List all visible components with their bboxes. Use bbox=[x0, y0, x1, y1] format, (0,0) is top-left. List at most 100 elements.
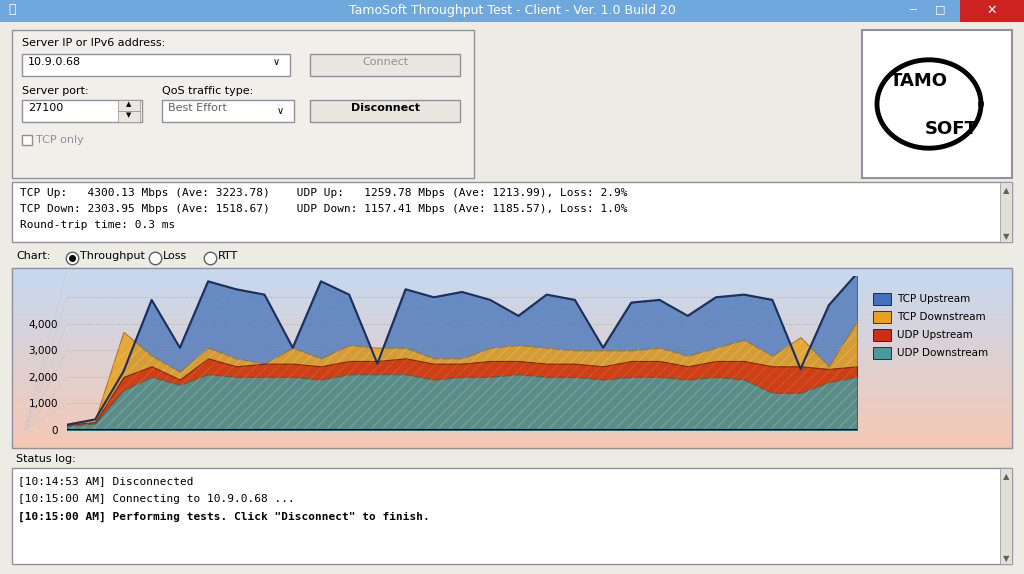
Bar bbox=[12, 391, 1012, 392]
Bar bbox=[12, 360, 1012, 361]
Bar bbox=[12, 439, 1012, 440]
Text: 10.9.0.68: 10.9.0.68 bbox=[28, 57, 81, 67]
Bar bbox=[873, 311, 891, 323]
Bar bbox=[310, 100, 460, 122]
Bar bbox=[12, 398, 1012, 399]
Bar bbox=[12, 324, 1012, 325]
Bar bbox=[12, 310, 1012, 311]
Bar bbox=[12, 295, 1012, 296]
Bar bbox=[12, 284, 1012, 285]
Bar bbox=[12, 346, 1012, 347]
Bar bbox=[12, 351, 1012, 352]
Bar bbox=[12, 373, 1012, 374]
Bar bbox=[12, 273, 1012, 274]
Bar bbox=[12, 426, 1012, 427]
Bar bbox=[12, 286, 1012, 287]
Bar bbox=[12, 389, 1012, 390]
Bar bbox=[12, 406, 1012, 407]
Bar bbox=[12, 417, 1012, 418]
Bar bbox=[22, 100, 142, 122]
Bar bbox=[12, 432, 1012, 433]
Bar bbox=[12, 413, 1012, 414]
Bar bbox=[12, 375, 1012, 376]
Bar bbox=[12, 285, 1012, 286]
Bar bbox=[12, 340, 1012, 341]
Bar bbox=[12, 362, 1012, 363]
Bar bbox=[12, 377, 1012, 378]
Bar bbox=[12, 437, 1012, 438]
Bar bbox=[12, 371, 1012, 372]
Bar bbox=[12, 447, 1012, 448]
Bar bbox=[22, 54, 290, 76]
Bar bbox=[12, 416, 1012, 417]
Bar bbox=[12, 321, 1012, 322]
Text: Disconnect: Disconnect bbox=[350, 103, 420, 113]
Bar bbox=[12, 306, 1012, 307]
Bar bbox=[12, 322, 1012, 323]
Bar bbox=[12, 277, 1012, 278]
Bar bbox=[12, 438, 1012, 439]
Text: Server IP or IPv6 address:: Server IP or IPv6 address: bbox=[22, 38, 165, 48]
Bar bbox=[12, 338, 1012, 339]
Bar bbox=[0, 0, 1024, 22]
Bar bbox=[12, 30, 474, 178]
Text: TCP Upstream: TCP Upstream bbox=[897, 294, 971, 304]
Ellipse shape bbox=[877, 60, 981, 148]
Text: ▼: ▼ bbox=[126, 112, 132, 118]
Bar bbox=[12, 425, 1012, 426]
Bar bbox=[12, 364, 1012, 365]
Bar bbox=[12, 323, 1012, 324]
Text: Loss: Loss bbox=[163, 251, 187, 261]
Bar bbox=[12, 394, 1012, 395]
Bar bbox=[12, 383, 1012, 384]
Bar bbox=[12, 442, 1012, 443]
Bar bbox=[12, 309, 1012, 310]
Bar bbox=[118, 111, 140, 122]
Text: [10:15:00 AM] Connecting to 10.9.0.68 ...: [10:15:00 AM] Connecting to 10.9.0.68 ..… bbox=[18, 494, 295, 504]
Bar bbox=[12, 401, 1012, 402]
Bar bbox=[12, 446, 1012, 447]
Bar bbox=[12, 337, 1012, 338]
Bar bbox=[12, 269, 1012, 270]
Bar bbox=[12, 353, 1012, 354]
Bar bbox=[12, 268, 1012, 269]
Bar bbox=[12, 409, 1012, 410]
Bar bbox=[12, 443, 1012, 444]
Bar bbox=[22, 135, 32, 145]
Bar bbox=[12, 357, 1012, 358]
Bar bbox=[12, 376, 1012, 377]
Text: TamoSoft Throughput Test - Client - Ver. 1.0 Build 20: TamoSoft Throughput Test - Client - Ver.… bbox=[348, 4, 676, 17]
Text: □: □ bbox=[935, 4, 945, 14]
Text: ∨: ∨ bbox=[272, 57, 280, 67]
Bar bbox=[12, 305, 1012, 306]
Bar bbox=[12, 435, 1012, 436]
Bar bbox=[310, 54, 460, 76]
Bar bbox=[862, 30, 1012, 178]
Bar bbox=[12, 326, 1012, 327]
Bar bbox=[12, 276, 1012, 277]
Bar bbox=[12, 402, 1012, 403]
Bar bbox=[12, 304, 1012, 305]
Bar bbox=[12, 307, 1012, 308]
Bar bbox=[0, 452, 1024, 466]
Bar bbox=[12, 182, 1012, 242]
Bar bbox=[12, 434, 1012, 435]
Bar bbox=[12, 384, 1012, 385]
Bar bbox=[12, 342, 1012, 343]
Bar bbox=[12, 303, 1012, 304]
Text: TCP Up:   4300.13 Mbps (Ave: 3223.78)    UDP Up:   1259.78 Mbps (Ave: 1213.99), : TCP Up: 4300.13 Mbps (Ave: 3223.78) UDP … bbox=[20, 188, 628, 198]
Bar bbox=[12, 333, 1012, 334]
Text: ─: ─ bbox=[909, 4, 915, 14]
Bar bbox=[12, 361, 1012, 362]
Text: UDP Downstream: UDP Downstream bbox=[897, 348, 988, 358]
Bar bbox=[873, 347, 891, 359]
Bar bbox=[12, 419, 1012, 420]
Bar bbox=[12, 328, 1012, 329]
Bar bbox=[12, 272, 1012, 273]
Bar bbox=[12, 374, 1012, 375]
Bar bbox=[12, 411, 1012, 412]
Bar bbox=[12, 370, 1012, 371]
Bar bbox=[12, 421, 1012, 422]
Bar bbox=[12, 400, 1012, 401]
Text: [10:14:53 AM] Disconnected: [10:14:53 AM] Disconnected bbox=[18, 476, 194, 486]
